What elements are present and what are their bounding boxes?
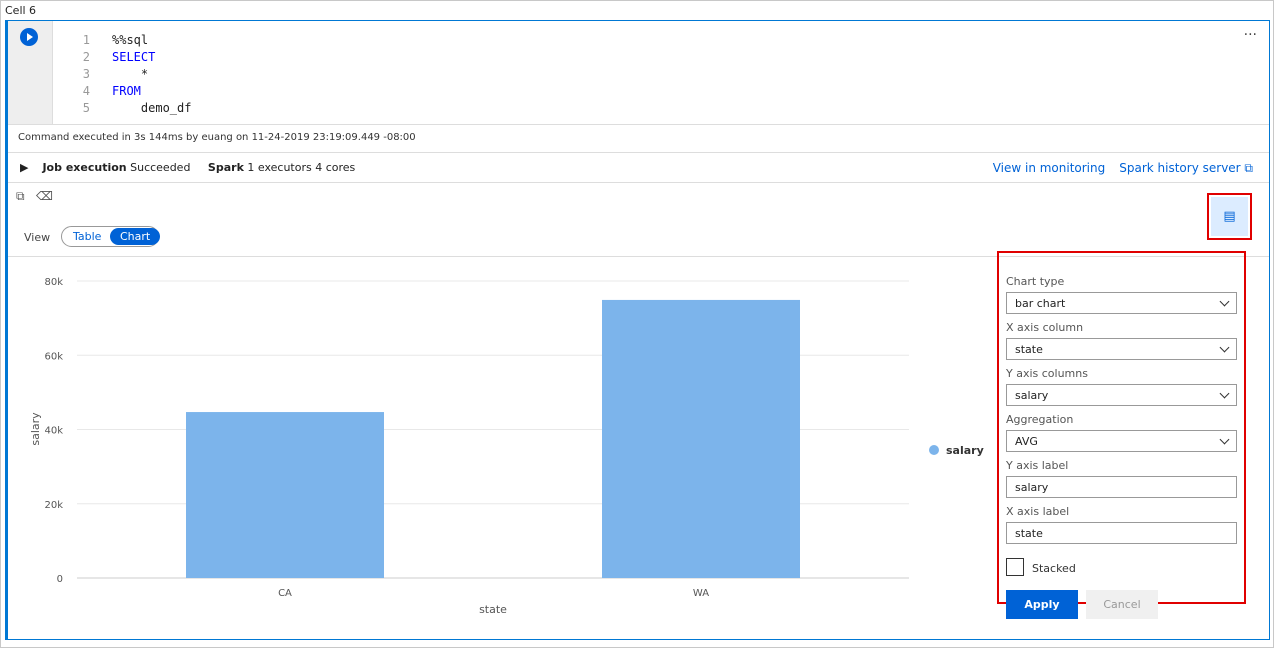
job-state: Succeeded [130,161,191,174]
y-tick-label: 80k [44,277,63,288]
line-number: 1 [82,33,90,47]
legend-marker [929,445,939,455]
spark-label: Spark [207,161,244,174]
divider [8,256,1269,257]
x-axis-column-label: X axis column [1006,321,1084,334]
bar-WA[interactable] [602,299,800,578]
y-tick-label: 20k [44,500,63,511]
aggregation-select[interactable]: AVG [1006,430,1237,452]
y-tick-label: 60k [44,351,63,362]
code-line: 4 FROM [68,83,191,100]
code-text: FROM [112,84,141,98]
divider [8,182,1269,183]
code-line: 3 * [68,66,191,83]
view-label: View [24,231,51,244]
stacked-checkbox[interactable] [1006,558,1024,576]
line-number: 5 [82,101,90,115]
chart-type-select[interactable]: bar chart [1006,292,1237,314]
view-toggle: Table Chart [61,226,161,247]
y-axis-title: salary [29,412,42,446]
divider [8,152,1269,153]
divider [8,124,1269,125]
stacked-label: Stacked [1032,562,1076,575]
run-cell-button[interactable] [20,28,38,46]
chart-type-label: Chart type [1006,275,1065,288]
notebook-cell: 1 %%sql 2 SELECT 3 * 4 FROM 5 demo_df ··· Comma… [5,20,1270,640]
execution-status: Command executed in 3s 144ms by euang on… [18,132,416,143]
code-text: %%sql [112,33,149,47]
copy-icon[interactable]: ⧉ [16,189,25,203]
job-execution-row[interactable]: ▶ Job execution Succeeded Spark 1 execut… [20,161,355,174]
x-axis-column-select[interactable]: state [1006,338,1237,360]
tab-table[interactable]: Table [73,230,102,243]
code-editor[interactable]: 1 %%sql 2 SELECT 3 * 4 FROM 5 demo_df [68,32,192,117]
eraser-icon[interactable]: ⌫ [36,189,53,203]
bar-chart: 0 20k 40k 60k 80k CA WA state salary salary [29,277,984,616]
y-axis-label-input[interactable]: salary [1006,476,1237,498]
code-text: * [112,67,149,81]
chart-settings-icon: ▤ [1211,197,1248,236]
job-label: Job execution [42,161,127,174]
line-number: 4 [82,84,90,98]
chart-settings-panel: Chart type bar chart X axis column state… [997,251,1246,619]
apply-button[interactable]: Apply [1006,590,1078,619]
tab-chart[interactable]: Chart [110,228,161,245]
cancel-button[interactable]: Cancel [1086,590,1158,619]
view-in-monitoring-link[interactable]: View in monitoring [992,161,1106,175]
x-axis-title: state [479,603,507,616]
aggregation-label: Aggregation [1006,413,1074,426]
x-tick-label: CA [278,588,292,599]
x-tick-label: WA [693,588,709,599]
code-line: 2 SELECT [68,49,191,66]
x-axis-label-input[interactable]: state [1006,522,1237,544]
code-text: demo_df [112,101,192,115]
cell-title: Cell 6 [5,4,37,17]
line-number: 2 [82,50,90,64]
y-axis-label-label: Y axis label [1006,459,1069,472]
bar-CA[interactable] [186,412,384,578]
y-tick-label: 0 [57,574,63,585]
legend-label[interactable]: salary [946,444,984,457]
expand-icon[interactable]: ▶ [20,161,29,174]
y-axis-columns-label: Y axis columns [1006,367,1088,380]
cell-gutter [8,21,53,124]
line-number: 3 [82,67,90,81]
y-axis-columns-select[interactable]: salary [1006,384,1237,406]
y-tick-label: 40k [44,426,63,437]
chart-settings-button[interactable]: ▤ [1207,193,1252,240]
spark-info: 1 executors 4 cores [247,161,356,174]
spark-history-link[interactable]: Spark history server ⧉ [1119,161,1253,175]
code-line: 5 demo_df [68,100,192,117]
more-options-icon[interactable]: ··· [1243,27,1257,43]
code-line: 1 %%sql [68,32,191,49]
code-text: SELECT [112,50,156,64]
x-axis-label-label: X axis label [1006,505,1070,518]
